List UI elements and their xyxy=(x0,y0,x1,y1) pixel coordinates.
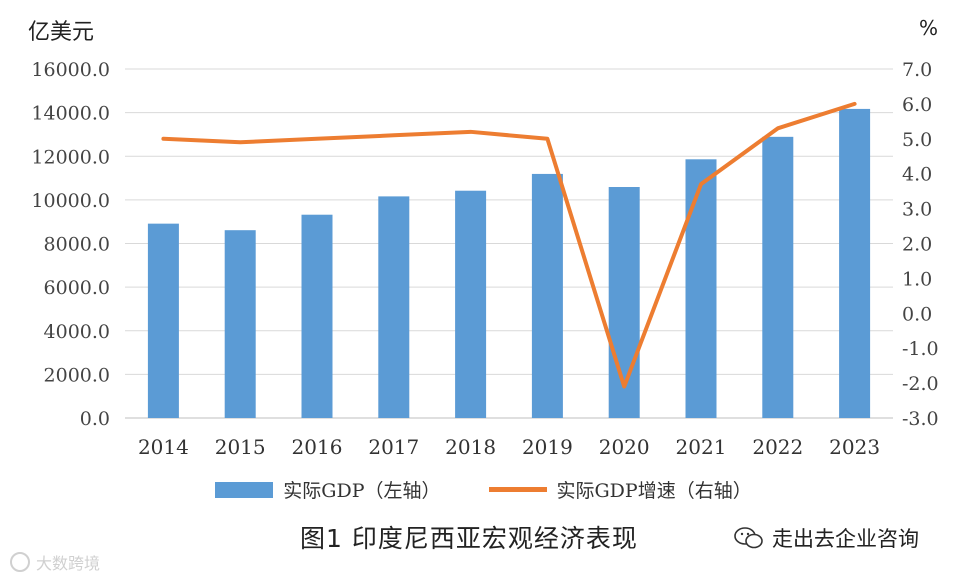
x-tick-label: 2014 xyxy=(138,435,189,459)
y-right-tick-label: 3.0 xyxy=(902,199,932,221)
growth-point-2017 xyxy=(393,134,395,136)
watermark: 大数跨境 xyxy=(10,550,100,574)
legend-item-gdp: 实际GDP（左轴） xyxy=(215,476,441,503)
x-tick-label: 2021 xyxy=(676,435,727,459)
legend: 实际GDP（左轴） 实际GDP增速（右轴） xyxy=(0,476,967,503)
x-tick-label: 2019 xyxy=(522,435,573,459)
watermark-text: 大数跨境 xyxy=(36,554,101,573)
growth-point-2023 xyxy=(854,103,856,105)
bar-2015 xyxy=(224,230,256,418)
y-left-tick-label: 12000.0 xyxy=(31,146,110,168)
y-right-tick-label: 0.0 xyxy=(902,303,932,325)
y-left-tick-label: 16000.0 xyxy=(31,59,110,81)
y-left-tick-label: 8000.0 xyxy=(44,234,110,256)
y-right-tick-label: -3.0 xyxy=(902,408,939,430)
y-right-tick-label: -2.0 xyxy=(902,373,939,395)
x-tick-label: 2023 xyxy=(829,435,880,459)
left-y-tick-labels: 0.0 2000.0 4000.0 6000.0 8000.0 10000.0 12000.… xyxy=(31,59,110,430)
x-tick-label: 2018 xyxy=(445,435,496,459)
figure-caption: 图1 印度尼西亚宏观经济表现 xyxy=(300,524,638,553)
y-left-tick-label: 10000.0 xyxy=(31,190,110,212)
brand-text: 走出去企业咨询 xyxy=(772,527,919,551)
bar-2018 xyxy=(455,190,487,418)
bar-2021 xyxy=(685,159,717,418)
y-left-tick-label: 14000.0 xyxy=(31,103,110,125)
bar-2022 xyxy=(762,136,794,419)
bar-2019 xyxy=(531,173,563,418)
growth-point-2014 xyxy=(162,138,164,140)
bar-2014 xyxy=(147,223,179,418)
watermark-logo-icon xyxy=(10,552,30,572)
bar-series xyxy=(147,108,871,419)
legend-label-gdp: 实际GDP（左轴） xyxy=(283,480,441,502)
brand-label: 走出去企业咨询 xyxy=(734,523,919,553)
right-y-tick-labels: -3.0 -2.0 -1.0 0.0 1.0 2.0 3.0 4.0 5.0 6.0 7.0 xyxy=(902,59,939,430)
y-left-tick-label: 0.0 xyxy=(80,408,110,430)
combo-chart: 0.0 2000.0 4000.0 6000.0 8000.0 10000.0 12000.… xyxy=(31,59,939,459)
left-axis-unit: 亿美元 xyxy=(28,20,95,45)
x-tick-label: 2015 xyxy=(215,435,266,459)
growth-point-2022 xyxy=(777,127,779,129)
bar-2020 xyxy=(608,187,640,418)
wechat-icon xyxy=(734,527,763,549)
y-right-tick-label: 2.0 xyxy=(902,234,932,256)
growth-point-2018 xyxy=(470,131,472,133)
y-left-tick-label: 6000.0 xyxy=(44,277,110,299)
bar-2017 xyxy=(378,196,410,418)
x-tick-label: 2020 xyxy=(599,435,650,459)
growth-point-2019 xyxy=(546,138,548,140)
y-right-tick-label: 1.0 xyxy=(902,268,932,290)
x-tick-label: 2022 xyxy=(752,435,803,459)
growth-line xyxy=(161,101,857,389)
growth-point-2020 xyxy=(623,386,625,388)
line-series xyxy=(161,101,857,389)
legend-label-growth: 实际GDP增速（右轴） xyxy=(556,480,752,502)
legend-swatch-line xyxy=(488,487,547,492)
x-tick-labels: 2014 2015 2016 2017 2018 2019 2020 2021 2022 2023 xyxy=(138,435,880,459)
y-right-tick-label: 7.0 xyxy=(902,59,932,81)
y-left-tick-label: 2000.0 xyxy=(44,364,110,386)
legend-swatch-bar xyxy=(215,481,274,498)
y-right-tick-label: 4.0 xyxy=(902,164,932,186)
right-axis-unit: % xyxy=(919,16,939,40)
y-right-tick-label: 5.0 xyxy=(902,129,932,151)
growth-point-2021 xyxy=(700,183,702,185)
y-left-tick-label: 4000.0 xyxy=(44,321,110,343)
growth-point-2016 xyxy=(316,138,318,140)
y-right-tick-label: -1.0 xyxy=(902,338,939,360)
bar-2016 xyxy=(301,214,333,418)
growth-point-2015 xyxy=(239,141,241,143)
legend-item-growth: 实际GDP增速（右轴） xyxy=(488,476,752,503)
y-right-tick-label: 6.0 xyxy=(902,94,932,116)
x-tick-label: 2017 xyxy=(368,435,419,459)
x-tick-label: 2016 xyxy=(292,435,343,459)
bar-2023 xyxy=(839,108,871,419)
